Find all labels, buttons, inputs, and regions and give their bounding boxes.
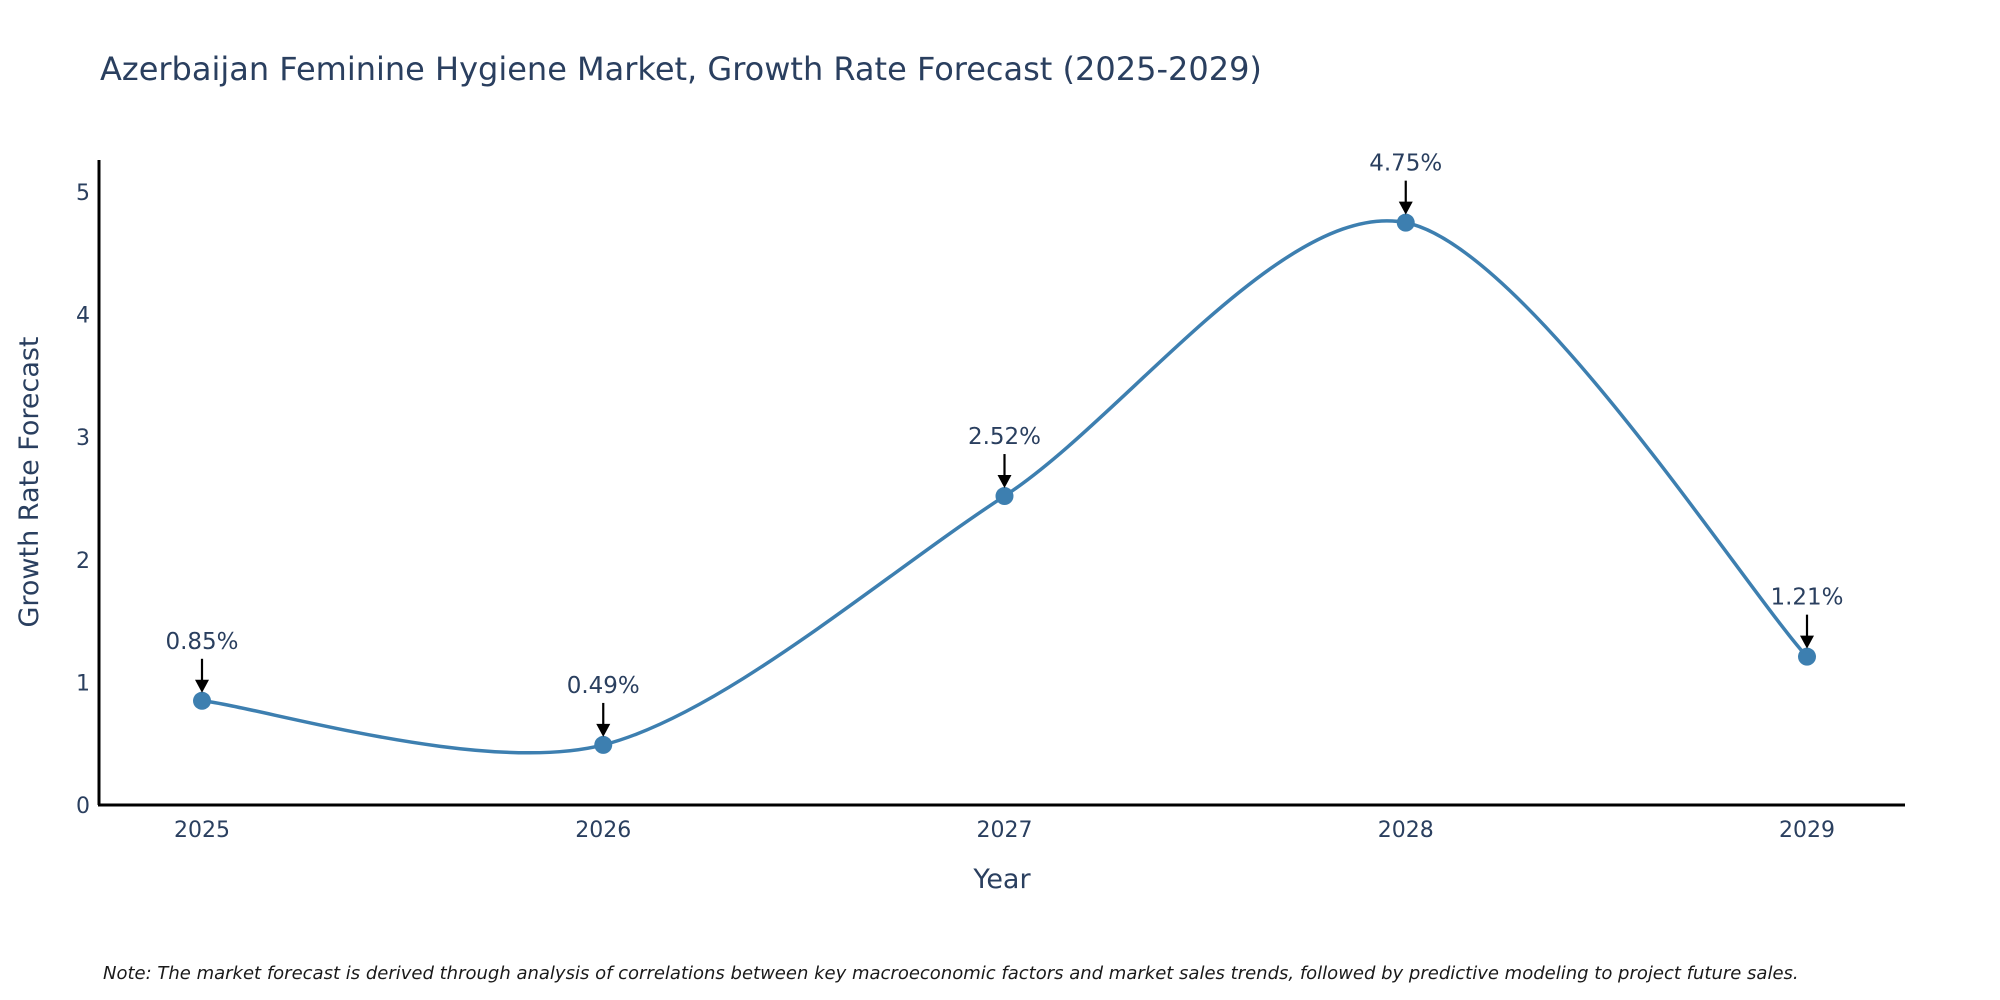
x-axis-ticks: 2025 2026 2027 2028 2029 — [174, 818, 1835, 843]
annotation-arrow-head — [1398, 201, 1413, 215]
x-tick-label: 2029 — [1779, 818, 1835, 843]
data-label: 0.49% — [567, 673, 640, 699]
y-tick-label: 4 — [76, 304, 90, 329]
y-tick-label: 3 — [76, 426, 90, 451]
x-tick-label: 2026 — [575, 818, 631, 843]
y-axis-ticks: 0 1 2 3 4 5 — [76, 181, 90, 819]
data-label: 2.52% — [968, 424, 1041, 450]
series-markers — [193, 213, 1816, 754]
y-tick-label: 0 — [76, 794, 90, 819]
data-point-marker — [1396, 213, 1415, 232]
series-line — [201, 219, 1809, 755]
footnote: Note: The market forecast is derived thr… — [103, 963, 1799, 984]
annotation-arrow-head — [997, 475, 1012, 489]
data-annotations: 0.85% 0.49% 2.52% 4.75% 1.21% — [165, 151, 1844, 737]
x-tick-label: 2027 — [977, 818, 1033, 843]
annotation-arrow-head — [596, 723, 611, 737]
data-label: 1.21% — [1770, 585, 1843, 611]
x-axis-title: Year — [972, 864, 1031, 895]
annotation-arrow-head — [195, 679, 209, 693]
x-tick-label: 2025 — [174, 818, 230, 843]
data-point-marker — [193, 691, 211, 710]
data-label: 0.85% — [165, 629, 238, 655]
x-tick-label: 2028 — [1378, 818, 1434, 843]
data-point-marker — [1798, 647, 1816, 666]
y-tick-label: 5 — [76, 181, 90, 206]
data-point-marker — [995, 487, 1014, 506]
data-label: 4.75% — [1369, 151, 1442, 177]
chart-title: Azerbaijan Feminine Hygiene Market, Grow… — [100, 50, 1262, 88]
annotation-arrow-head — [1800, 635, 1814, 649]
y-axis-title: Growth Rate Forecast — [14, 336, 45, 627]
data-point-marker — [594, 735, 613, 754]
y-tick-label: 1 — [76, 671, 90, 696]
y-tick-label: 2 — [76, 549, 90, 574]
